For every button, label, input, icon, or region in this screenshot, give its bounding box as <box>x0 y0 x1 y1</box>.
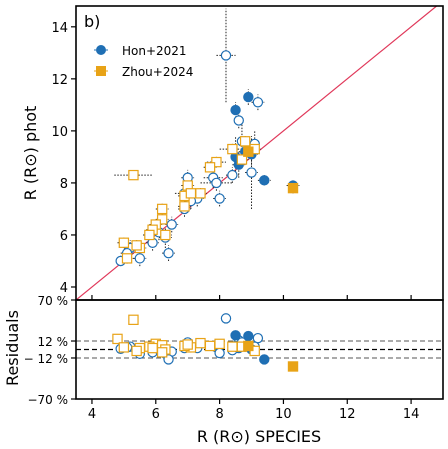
hon-top-filled-point-1 <box>243 91 254 103</box>
zhou-bottom-open-point-17 <box>182 339 193 350</box>
bottom-plot-area <box>76 313 443 372</box>
errorbar-hon-filled-2 <box>230 136 241 178</box>
zhou-bottom-open-point-9 <box>118 342 130 353</box>
zhou-top-filled-point-1 <box>287 182 299 194</box>
zhou-bottom-filled-point-0 <box>243 340 254 352</box>
hon-top-open-point-23 <box>227 169 238 181</box>
zhou-top-open-point-3 <box>227 143 238 155</box>
zhou-bottom-open-point-2 <box>195 337 206 349</box>
zhou-top-open-point-21 <box>131 240 142 251</box>
xtick-label-0: 4 <box>88 407 96 422</box>
xtick-label-4: 12 <box>339 407 356 422</box>
hon-top-open-point-21 <box>163 247 174 259</box>
bottom-ytick-label-1: 12 % <box>38 335 69 349</box>
xtick-label-1: 6 <box>152 407 160 422</box>
zhou-top-open-point-0 <box>128 169 139 181</box>
errorbar-hon-filled-1 <box>243 89 254 105</box>
zhou-bottom-open-point-1 <box>112 333 123 345</box>
hon-top-open-point-8 <box>211 177 222 189</box>
hon-bottom-open-point-1 <box>252 332 264 344</box>
bottom-x-ticks: 4 6 8 10 12 14 <box>88 295 420 422</box>
zhou-top-open-point-1 <box>239 136 251 147</box>
zhou-top-open-point-19 <box>121 253 133 264</box>
zhou-top-open-point-10 <box>185 188 197 199</box>
zhou-top-open-point-12 <box>156 214 168 225</box>
hon-top-open-point-2 <box>233 115 244 126</box>
hon-bottom-open-point-0 <box>220 313 232 324</box>
zhou-top-open-point-11 <box>156 203 168 215</box>
zhou-bottom-open-point-19 <box>156 347 168 358</box>
bottom-y-ticks: 70 % 12 % − 12 % −70 % <box>24 294 76 407</box>
top-ytick-label-2: 8 <box>60 177 68 192</box>
zhou-bottom-open-point-18 <box>227 341 238 352</box>
zhou-bottom-open-point-16 <box>147 342 158 354</box>
zhou-top-open-point-14 <box>160 229 171 241</box>
top-ytick-label-0: 4 <box>60 281 68 296</box>
legend-zhou-marker <box>96 66 106 76</box>
hon-bottom-filled-point-0 <box>230 330 241 341</box>
zhou-bottom-filled-point-1 <box>287 361 299 372</box>
legend-zhou-label: Zhou+2024 <box>122 65 193 79</box>
zhou-bottom-open-point-0 <box>128 314 139 326</box>
hon-top-filled-point-0 <box>230 104 241 116</box>
zhou-top-filled-point-0 <box>243 146 254 157</box>
zhou-top-open-point-18 <box>118 237 130 248</box>
bottom-panel: 70 %12 %− 12 %−70 % 4 6 8 10 12 14 Residuals … <box>3 294 444 446</box>
bottom-ytick-label-2: − 12 % <box>24 352 68 366</box>
hon-top-open-point-0 <box>220 50 232 61</box>
hon-bottom-filled-point-1 <box>243 330 254 342</box>
zhou-top-open-point-5 <box>211 156 222 168</box>
bottom-panel-frame <box>75 299 444 400</box>
legend: Hon+2021 Zhou+2024 <box>94 44 193 79</box>
bottom-ytick-label-0: 70 % <box>38 294 69 308</box>
top-plot-area <box>76 6 437 300</box>
panel-label: b) <box>84 12 100 31</box>
zhou-bottom-open-point-11 <box>214 338 225 350</box>
top-y-ticks: 4 6 8 10 12 14 <box>51 21 76 296</box>
top-ytick-label-4: 12 <box>51 73 68 88</box>
top-ytick-label-3: 10 <box>51 125 68 140</box>
hon-top-filled-point-6 <box>259 175 270 186</box>
hon-top-open-point-14 <box>166 219 177 230</box>
hon-top-open-point-7 <box>246 167 257 178</box>
zhou-top-open-point-6 <box>204 162 216 173</box>
zhou-bottom-open-point-8 <box>204 340 216 352</box>
top-ytick-label-5: 14 <box>51 21 68 36</box>
bottom-y-axis-label: Residuals <box>3 310 22 386</box>
hon-top-open-point-18 <box>134 253 146 264</box>
hon-bottom-filled-point-5 <box>259 354 270 365</box>
legend-hon-label: Hon+2021 <box>122 44 187 58</box>
legend-hon-marker <box>96 45 106 55</box>
bottom-ytick-label-3: −70 % <box>27 393 68 407</box>
hon-top-open-point-9 <box>214 193 225 204</box>
top-y-axis-label: R (R⊙) phot <box>21 106 40 201</box>
zhou-bottom-open-point-14 <box>131 345 142 357</box>
zhou-top-open-point-9 <box>179 201 190 212</box>
xtick-label-2: 8 <box>215 407 223 422</box>
hon-top-open-point-1 <box>252 97 264 108</box>
xtick-label-3: 10 <box>275 407 292 422</box>
zhou-top-open-point-20 <box>195 188 206 199</box>
top-panel: 4 6 8 10 12 14 b) R (R⊙) phot Hon+2021 Zhou+2… <box>21 5 444 301</box>
x-axis-label: R (R⊙) SPECIES <box>197 427 321 446</box>
zhou-top-open-point-16 <box>144 229 155 241</box>
xtick-label-5: 14 <box>403 407 420 422</box>
top-ytick-label-1: 6 <box>60 229 68 244</box>
zhou-top-open-point-4 <box>236 154 248 165</box>
